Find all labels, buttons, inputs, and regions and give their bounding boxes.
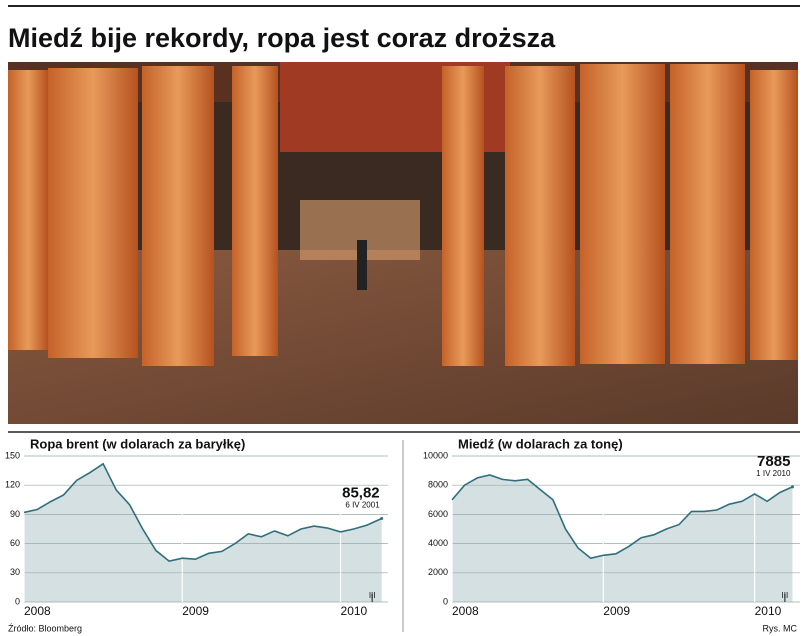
photo [8, 62, 798, 424]
x-tick-label: 2008 [24, 604, 51, 618]
annotation-point [380, 516, 384, 520]
y-tick-label: 60 [10, 538, 20, 548]
x-tick-label: 2010 [755, 604, 782, 618]
y-tick-label: 8000 [428, 480, 448, 490]
y-tick-label: 10000 [423, 450, 448, 460]
y-tick-label: 6000 [428, 509, 448, 519]
y-tick-label: 0 [15, 596, 20, 606]
y-tick-label: 30 [10, 567, 20, 577]
x-tick-label: 2010 [341, 604, 368, 618]
annotation-note: 6 IV 2001 [345, 501, 380, 510]
line [451, 474, 793, 560]
x-tick-label: III [782, 591, 789, 600]
y-tick-label: 150 [5, 450, 20, 460]
annotation-point [790, 485, 794, 489]
chart-title: Miedź (w dolarach za tonę) [458, 436, 623, 451]
source: Źródło: Bloomberg [8, 623, 82, 633]
line [23, 462, 382, 562]
x-tick-label: 2009 [603, 604, 630, 618]
area [24, 463, 382, 602]
y-tick-label: 0 [443, 596, 448, 606]
x-tick-label: 2008 [452, 604, 479, 618]
x-tick-label: 2009 [182, 604, 209, 618]
chart-title: Ropa brent (w dolarach za baryłkę) [30, 436, 245, 451]
annotation-note: 1 IV 2010 [756, 469, 791, 478]
x-tick-label: III [369, 591, 376, 600]
annotation-value: 85,82 [342, 484, 380, 501]
y-tick-label: 120 [5, 480, 20, 490]
annotation-value: 7885 [757, 453, 790, 470]
credit: Rys. MC [763, 623, 798, 633]
area [452, 474, 793, 602]
page-title: Miedź bije rekordy, ropa jest coraz droż… [8, 23, 556, 53]
y-tick-label: 2000 [428, 567, 448, 577]
y-tick-label: 4000 [428, 538, 448, 548]
y-tick-label: 90 [10, 509, 20, 519]
